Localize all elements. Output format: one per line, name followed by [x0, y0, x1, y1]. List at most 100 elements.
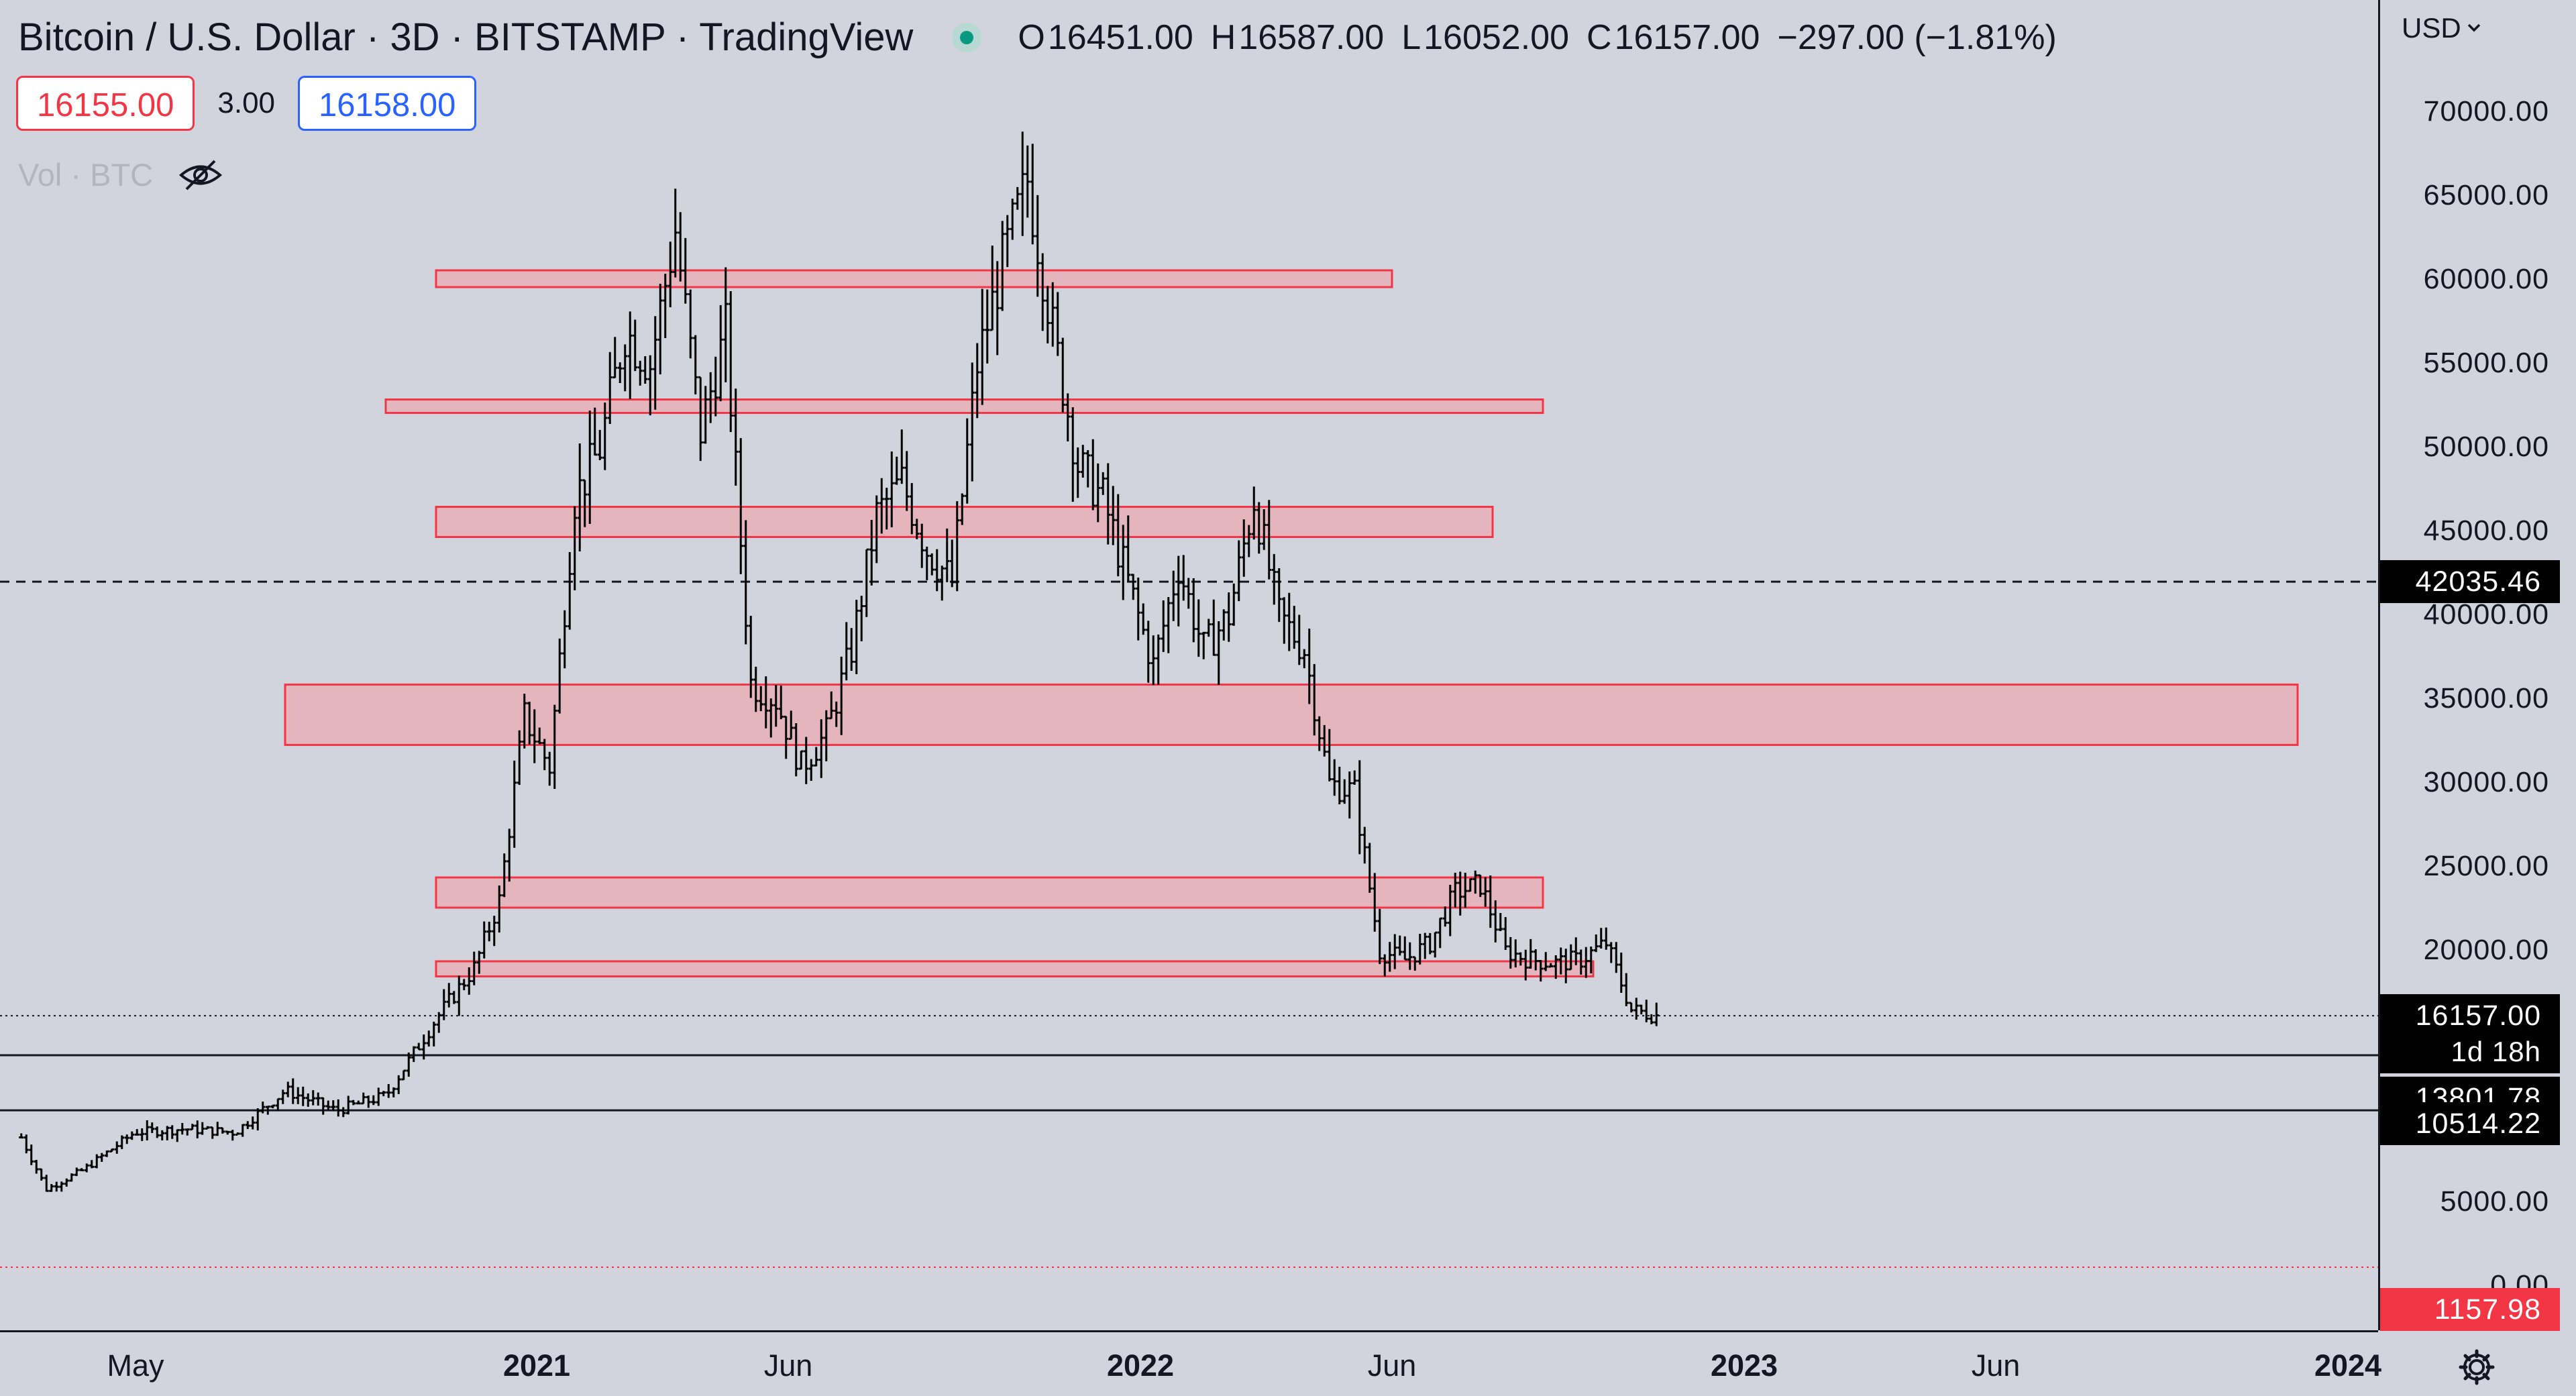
ohlc-bar — [492, 916, 497, 947]
time-tick: 2024 — [2314, 1348, 2382, 1383]
ohlc-bar — [1281, 597, 1287, 644]
ohlc-bar — [904, 451, 910, 511]
ohlc-bar — [1599, 928, 1604, 949]
price-zone[interactable] — [435, 876, 1544, 909]
ohlc-bar — [914, 519, 920, 539]
ohlc-bar — [979, 288, 985, 405]
ohlc-bar — [301, 1086, 306, 1106]
ohlc-bar — [1050, 282, 1055, 347]
ohlc-bar — [1191, 578, 1196, 643]
ohlc-bar — [1271, 553, 1277, 605]
ohlc-bar — [643, 356, 648, 384]
volume-indicator[interactable]: Vol · BTC — [18, 156, 223, 193]
ohlc-bar — [959, 493, 965, 525]
ohlc-bar — [532, 709, 537, 763]
ohlc-bar — [1472, 870, 1478, 894]
ohlc-bar — [104, 1150, 109, 1157]
ohlc-bar — [633, 319, 638, 372]
settings-gear-icon[interactable] — [2457, 1347, 2497, 1387]
ohlc-bar — [114, 1141, 119, 1154]
ohlc-bar — [1176, 555, 1181, 627]
ohlc-bar — [703, 386, 708, 444]
ohlc-bar — [1387, 942, 1393, 972]
trade-buttons: 16155.00 3.00 16158.00 — [16, 76, 477, 131]
ohlc-bar — [502, 853, 507, 898]
ohlc-bar — [1322, 724, 1327, 757]
ohlc-bar — [874, 495, 879, 563]
price-zone[interactable] — [435, 506, 1494, 538]
price-zone[interactable] — [435, 960, 1595, 977]
ohlc-bar — [804, 737, 809, 784]
price-axis[interactable] — [2378, 0, 2576, 1330]
ohlc-bar — [356, 1100, 361, 1105]
ohlc-bar — [215, 1122, 220, 1136]
ohlc-bar — [1065, 393, 1071, 442]
ohlc-bar — [879, 478, 884, 534]
price-zone[interactable] — [384, 398, 1544, 414]
ohlc-bar — [472, 951, 477, 985]
buy-button[interactable]: 16158.00 — [298, 76, 477, 131]
ohlc-bar — [522, 694, 527, 749]
ohlc-bar — [441, 989, 447, 1020]
ohlc-bar — [814, 747, 819, 767]
ohlc-bar — [79, 1168, 85, 1172]
price-tick: 5000.00 — [2440, 1185, 2549, 1218]
ohlc-bar — [411, 1046, 417, 1063]
ohlc-bar — [763, 676, 769, 729]
ohlc-bar — [542, 739, 547, 771]
price-zone[interactable] — [284, 684, 2299, 746]
ohlc-bar — [1095, 463, 1101, 523]
ohlc-values: O16451.00 H16587.00 L16052.00 C16157.00 … — [1018, 17, 2056, 58]
ohlc-bar — [290, 1078, 296, 1104]
ohlc-bar — [798, 750, 804, 770]
chart-area[interactable] — [0, 0, 2378, 1330]
currency-select[interactable]: USD — [2402, 12, 2483, 44]
ohlc-bar — [1060, 337, 1065, 413]
price-tick: 60000.00 — [2423, 263, 2549, 295]
ohlc-bar — [552, 704, 557, 789]
price-chart[interactable] — [0, 0, 2378, 1330]
ohlc-bar — [1442, 906, 1448, 927]
ohlc-bar — [1654, 1002, 1659, 1026]
ohlc-bar — [351, 1099, 356, 1106]
ohlc-bar — [1362, 826, 1367, 864]
ohlc-bar — [1462, 873, 1468, 908]
ohlc-bar — [1030, 144, 1035, 245]
price-zone[interactable] — [435, 269, 1393, 288]
ohlc-bar — [446, 983, 451, 1008]
ohlc-bar — [698, 376, 703, 462]
dashed-level-badge: 42035.46 — [2380, 560, 2560, 604]
ohlc-bar — [1498, 913, 1503, 932]
sell-button[interactable]: 16155.00 — [16, 76, 195, 131]
volume-label: Vol · BTC — [18, 157, 154, 193]
ohlc-bar — [1277, 568, 1282, 623]
ohlc-bar — [949, 539, 955, 588]
ohlc-bar — [1317, 716, 1322, 751]
ohlc-bar — [170, 1125, 175, 1139]
ohlc-bar — [1644, 1000, 1649, 1022]
ohlc-bar — [969, 362, 975, 482]
ohlc-bar — [1010, 199, 1015, 240]
ohlc-bar — [577, 443, 582, 551]
ohlc-bar — [1226, 592, 1232, 642]
ohlc-bar — [693, 335, 698, 394]
symbol-title[interactable]: Bitcoin / U.S. Dollar · 3D · BITSTAMP · … — [18, 15, 914, 59]
ohlc-bar — [421, 1034, 427, 1060]
ohlc-bar — [1000, 221, 1005, 311]
ohlc-bar — [150, 1122, 155, 1133]
ohlc-bar — [1287, 592, 1292, 651]
ohlc-bar — [341, 1107, 346, 1118]
ohlc-bar — [1166, 597, 1171, 653]
ohlc-bar — [1085, 449, 1091, 488]
ohlc-bar — [627, 311, 633, 399]
ohlc-bar — [1639, 1004, 1644, 1015]
ohlc-bar — [140, 1128, 145, 1141]
ohlc-bar — [496, 885, 502, 933]
ohlc-bar — [200, 1122, 205, 1135]
ohlc-bar — [824, 710, 829, 761]
time-axis[interactable] — [0, 1330, 2378, 1396]
ohlc-bar — [864, 548, 869, 617]
ohlc-bar — [195, 1120, 200, 1138]
eye-off-icon[interactable] — [178, 158, 223, 192]
ohlc-bar — [1483, 877, 1488, 907]
